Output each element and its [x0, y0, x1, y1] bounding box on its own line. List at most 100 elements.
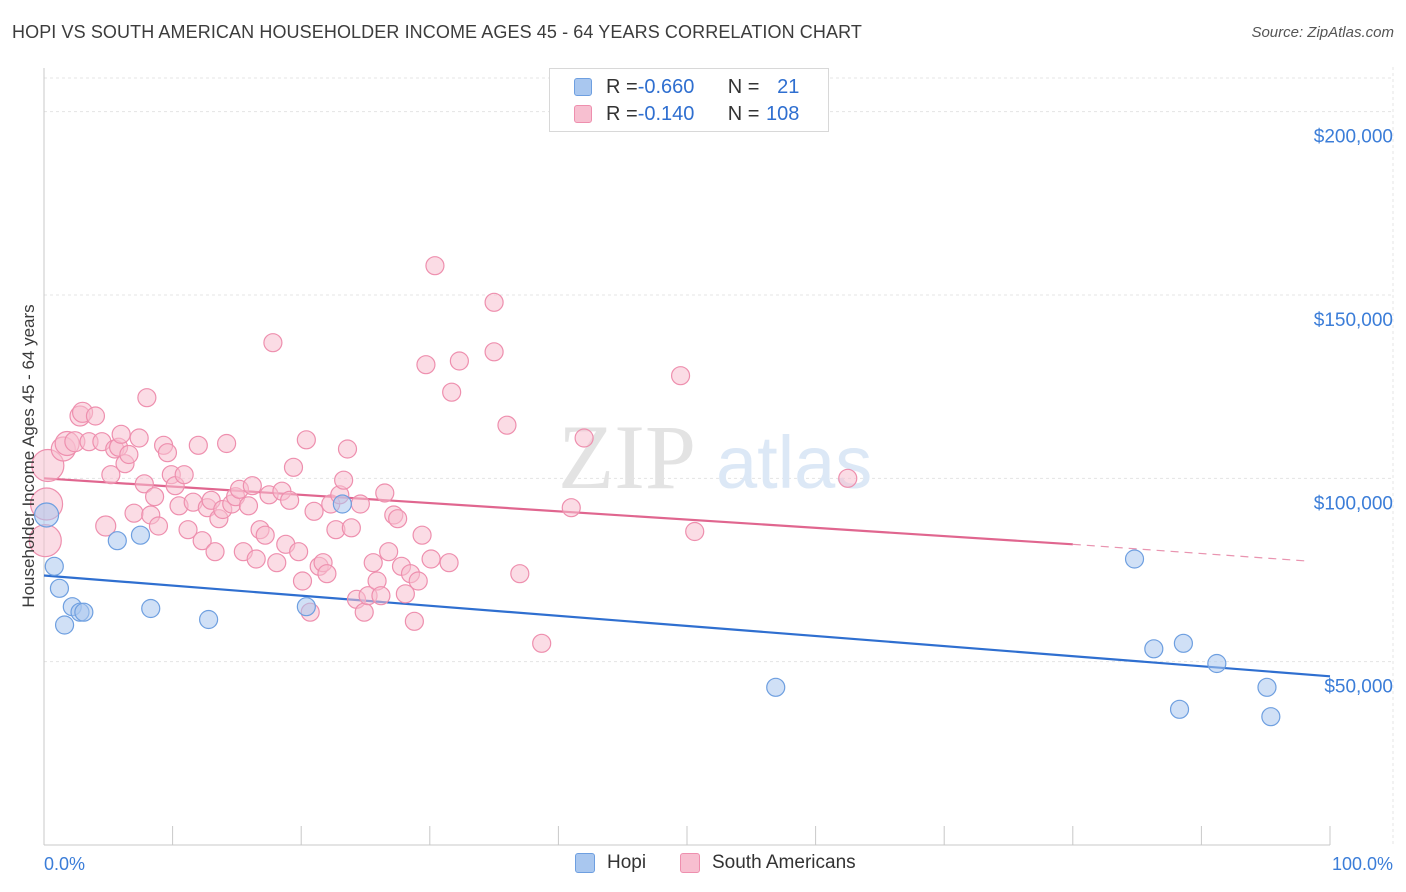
trend-extension-south-americans [1072, 543, 1305, 562]
legend-row-hopi: R = -0.660 N = 21 [574, 75, 799, 99]
point-south-americans [292, 571, 313, 591]
point-south-americans [484, 292, 504, 312]
point-south-americans [188, 435, 208, 455]
point-south-americans [317, 564, 337, 584]
point-hopi [296, 597, 316, 617]
point-hopi [1257, 677, 1277, 697]
chart-title: HOPI VS SOUTH AMERICAN HOUSEHOLDER INCOM… [12, 22, 862, 42]
point-south-americans [341, 518, 361, 538]
point-south-americans [532, 633, 552, 653]
y-tick-label: $150,000 [1314, 310, 1393, 331]
x-tick-labels: 0.0% 100.0% [44, 854, 1393, 874]
point-south-americans [289, 542, 309, 562]
point-south-americans [178, 520, 198, 540]
point-south-americans [484, 342, 504, 362]
point-south-americans [354, 602, 374, 622]
point-south-americans [449, 351, 469, 371]
point-hopi [107, 531, 127, 551]
point-south-americans [129, 428, 149, 448]
point-south-americans [217, 433, 237, 454]
point-hopi [49, 578, 70, 598]
watermark-atlas: atlas [716, 421, 872, 504]
series-swatch-south-americans [680, 853, 700, 873]
legend-n-label: N = [727, 75, 760, 98]
y-tick-labels: $50,000 $100,000 $150,000 $200,000 [1314, 127, 1393, 698]
point-hopi [130, 525, 151, 545]
point-south-americans [412, 525, 432, 545]
series-legend-hopi: Hopi [575, 852, 646, 874]
point-south-americans [375, 483, 395, 503]
point-south-americans [255, 525, 275, 545]
point-south-americans [238, 496, 259, 516]
point-hopi [33, 502, 60, 528]
point-south-americans [242, 476, 262, 496]
series-label-hopi: Hopi [607, 852, 647, 873]
y-axis-label: Householder Income Ages 45 - 64 years [19, 304, 38, 607]
point-south-americans [148, 516, 169, 536]
watermark: ZIP atlas [558, 406, 872, 508]
point-south-americans [408, 571, 428, 591]
point-south-americans [263, 333, 283, 353]
point-hopi [1261, 707, 1281, 727]
point-south-americans [416, 355, 436, 375]
legend-r-label: R = [606, 102, 638, 125]
point-hopi [199, 609, 219, 630]
point-south-americans [670, 366, 691, 386]
point-south-americans [497, 415, 517, 435]
point-hopi [141, 598, 161, 619]
legend-r-value: -0.140 [637, 102, 695, 125]
point-south-americans [350, 494, 370, 514]
point-south-americans [246, 549, 266, 569]
point-south-americans [119, 444, 139, 465]
point-south-americans [144, 487, 165, 507]
point-south-americans [838, 468, 858, 488]
point-south-americans [95, 515, 117, 537]
y-tick-label: $100,000 [1314, 493, 1393, 514]
series-swatch-hopi [575, 853, 595, 873]
point-south-americans [111, 424, 131, 444]
point-south-americans [337, 439, 358, 459]
chart-source: Source: ZipAtlas.com [1251, 24, 1394, 41]
series-label-south-americans: South Americans [712, 852, 856, 873]
point-south-americans [124, 503, 144, 523]
point-south-americans [404, 611, 424, 631]
point-south-americans [395, 584, 415, 604]
point-south-americans [85, 406, 106, 426]
y-tick-label: $50,000 [1324, 677, 1393, 698]
point-hopi [1173, 633, 1193, 653]
point-south-americans [296, 430, 316, 450]
point-hopi [1169, 699, 1190, 719]
point-south-americans [267, 553, 287, 573]
point-south-americans [304, 501, 324, 521]
legend-n-value: 21 [777, 75, 800, 98]
watermark-zip: ZIP [558, 406, 696, 508]
legend-swatch-hopi [574, 78, 592, 96]
point-south-americans [137, 388, 157, 408]
point-south-americans [561, 498, 581, 518]
point-hopi [1124, 549, 1145, 569]
legend-r-value: -0.660 [637, 75, 695, 98]
trend-line-hopi [43, 574, 1331, 678]
legend-swatch-south-americans [574, 105, 592, 123]
point-hopi [332, 494, 352, 514]
trend-lines [43, 477, 1331, 678]
point-south-americans [379, 542, 399, 562]
legend-n-label: N = [727, 102, 760, 125]
point-south-americans [280, 490, 300, 510]
point-south-americans [510, 564, 530, 584]
legend-n-value: 108 [766, 102, 800, 125]
point-south-americans [334, 470, 354, 490]
point-hopi [1144, 639, 1164, 659]
point-south-americans [283, 457, 304, 477]
x-tick-label: 0.0% [44, 854, 85, 874]
point-south-americans [134, 474, 154, 494]
point-hopi [1207, 653, 1227, 674]
point-hopi [766, 677, 786, 697]
point-south-americans [685, 521, 705, 542]
point-south-americans [574, 428, 594, 448]
data-points [28, 256, 1281, 727]
y-tick-label: $200,000 [1314, 127, 1393, 148]
point-south-americans [157, 443, 178, 463]
point-south-americans [425, 256, 445, 276]
